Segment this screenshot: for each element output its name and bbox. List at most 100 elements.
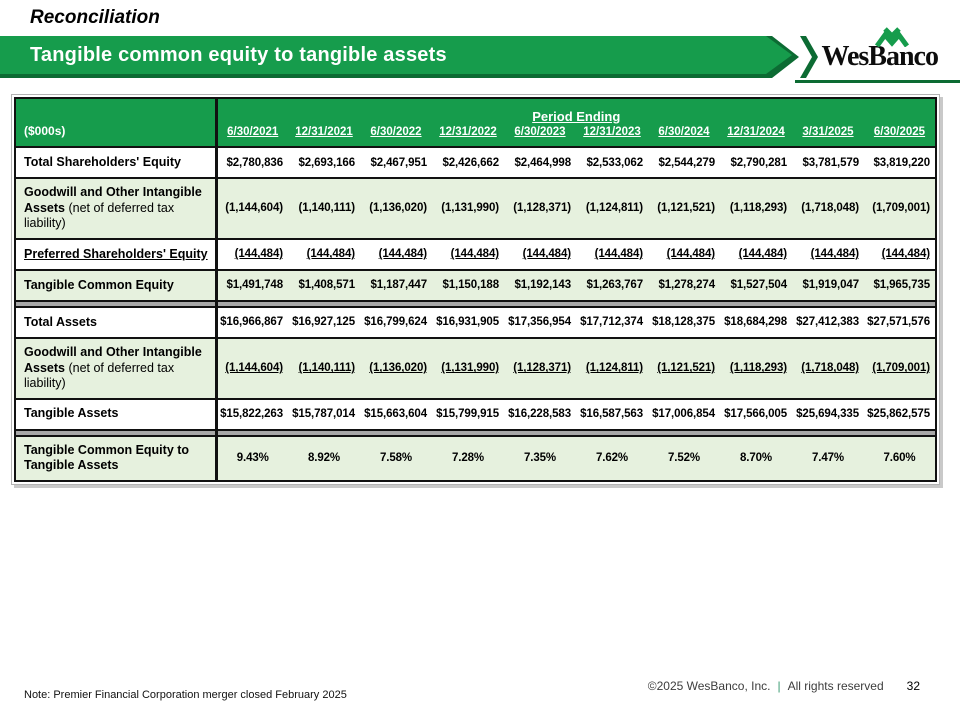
cell-value: $1,408,571 <box>288 268 360 301</box>
row-label: Tangible Common Equity <box>15 268 218 301</box>
cell-value: $1,919,047 <box>792 268 864 301</box>
column-header-date: 3/31/2025 <box>792 124 864 147</box>
row-label-text: Goodwill and Other Intangible Assets <box>24 185 202 215</box>
spacer-row <box>15 428 936 436</box>
table-body: Total Shareholders' Equity $2,780,836 $2,6… <box>15 146 936 481</box>
cell-value: 7.58% <box>360 434 432 481</box>
banner-title: Tangible common equity to tangible asset… <box>30 43 447 66</box>
cell-value: (144,484) <box>576 237 648 270</box>
cell-value: (1,144,604) <box>216 336 288 399</box>
units-label-cell: ($000s) <box>15 124 218 147</box>
spacer-fill-cell <box>216 428 936 436</box>
cell-value: $17,712,374 <box>576 305 648 338</box>
cell-value: (144,484) <box>432 237 504 270</box>
cell-value: $1,278,274 <box>648 268 720 301</box>
column-header-date: 6/30/2022 <box>360 124 432 147</box>
column-header-date: 6/30/2025 <box>864 124 936 147</box>
cell-value: $2,693,166 <box>288 146 360 178</box>
column-header-date: 12/31/2022 <box>432 124 504 147</box>
cell-value: (1,718,048) <box>792 177 864 239</box>
table-row: Total Shareholders' Equity $2,780,836 $2,6… <box>15 146 936 178</box>
cell-value: $16,931,905 <box>432 305 504 338</box>
logo-underline-rule <box>795 80 960 83</box>
cell-value: 7.60% <box>864 434 936 481</box>
spacer-row <box>15 299 936 307</box>
row-label-text: Tangible Assets <box>24 406 119 421</box>
cell-value: 7.35% <box>504 434 576 481</box>
cell-value: 7.62% <box>576 434 648 481</box>
reconciliation-table: Period Ending ($000s) 6/30/2021 12/31/202… <box>14 97 937 482</box>
row-label-text: Tangible Common Equity to Tangible Asset… <box>24 442 190 473</box>
table-row: Tangible Assets $15,822,263 $15,787,014 $15… <box>15 397 936 430</box>
cell-value: (144,484) <box>720 237 792 270</box>
cell-value: (1,128,371) <box>504 177 576 239</box>
cell-value: $15,787,014 <box>288 397 360 430</box>
cell-value: (1,124,811) <box>576 336 648 399</box>
table-row: Goodwill and Other Intangible Assets (ne… <box>15 336 936 399</box>
cell-value: (1,718,048) <box>792 336 864 399</box>
cell-value: $18,128,375 <box>648 305 720 338</box>
period-ending-label: Period Ending <box>532 109 621 124</box>
row-label-text: Total Assets <box>24 314 97 329</box>
cell-value: $16,587,563 <box>576 397 648 430</box>
spacer-label-cell <box>15 428 218 436</box>
cell-value: $16,927,125 <box>288 305 360 338</box>
cell-value: $15,799,915 <box>432 397 504 430</box>
column-header-date: 12/31/2023 <box>576 124 648 147</box>
cell-value: $15,663,604 <box>360 397 432 430</box>
cell-value: (144,484) <box>288 237 360 270</box>
slide-footer: ©2025 WesBanco, Inc. | All rights reserv… <box>648 679 920 693</box>
column-header-date: 6/30/2024 <box>648 124 720 147</box>
header-corner-cell <box>15 98 218 124</box>
cell-value: $15,822,263 <box>216 397 288 430</box>
wesbanco-chevron-icon <box>874 27 910 52</box>
cell-value: 9.43% <box>216 434 288 481</box>
rights-text: All rights reserved <box>787 679 884 693</box>
slide-eyebrow-title: Reconciliation <box>30 7 160 28</box>
cell-value: (1,709,001) <box>864 336 936 399</box>
cell-value: $2,544,279 <box>648 146 720 178</box>
footer-divider: | <box>777 679 781 693</box>
cell-value: $1,527,504 <box>720 268 792 301</box>
cell-value: $2,464,998 <box>504 146 576 178</box>
cell-value: $2,790,281 <box>720 146 792 178</box>
cell-value: (144,484) <box>216 237 288 270</box>
cell-value: (1,140,111) <box>288 177 360 239</box>
cell-value: (144,484) <box>648 237 720 270</box>
title-banner: Tangible common equity to tangible asset… <box>0 36 792 74</box>
cell-value: (144,484) <box>864 237 936 270</box>
table-row: Tangible Common Equity to Tangible Asset… <box>15 434 936 481</box>
cell-value: $1,491,748 <box>216 268 288 301</box>
cell-value: 7.47% <box>792 434 864 481</box>
cell-value: (144,484) <box>504 237 576 270</box>
spacer-fill-cell <box>216 299 936 307</box>
column-header-date: 6/30/2021 <box>216 124 288 147</box>
cell-value: $27,571,576 <box>864 305 936 338</box>
column-header-date: 12/31/2024 <box>720 124 792 147</box>
spacer-label-cell <box>15 299 218 307</box>
cell-value: $2,533,062 <box>576 146 648 178</box>
column-header-date: 12/31/2021 <box>288 124 360 147</box>
row-label: Tangible Common Equity to Tangible Asset… <box>15 434 218 481</box>
footnote: Note: Premier Financial Corporation merg… <box>24 689 347 701</box>
cell-value: (1,709,001) <box>864 177 936 239</box>
cell-value: $17,566,005 <box>720 397 792 430</box>
cell-value: $1,150,188 <box>432 268 504 301</box>
cell-value: 8.92% <box>288 434 360 481</box>
cell-value: (1,144,604) <box>216 177 288 239</box>
row-label-note: (net of deferred tax liability) <box>24 360 175 391</box>
cell-value: $17,006,854 <box>648 397 720 430</box>
cell-value: $1,263,767 <box>576 268 648 301</box>
cell-value: $3,781,579 <box>792 146 864 178</box>
cell-value: $16,966,867 <box>216 305 288 338</box>
page-number: 32 <box>906 679 920 693</box>
column-header-date: 6/30/2023 <box>504 124 576 147</box>
row-label-text: Preferred Shareholders' Equity <box>24 246 208 261</box>
cell-value: (144,484) <box>360 237 432 270</box>
cell-value: (1,118,293) <box>720 177 792 239</box>
table-row: Preferred Shareholders' Equity (144,484)(… <box>15 237 936 270</box>
cell-value: (1,140,111) <box>288 336 360 399</box>
row-label-text: Tangible Common Equity <box>24 277 174 292</box>
cell-value: 8.70% <box>720 434 792 481</box>
cell-value: $16,228,583 <box>504 397 576 430</box>
